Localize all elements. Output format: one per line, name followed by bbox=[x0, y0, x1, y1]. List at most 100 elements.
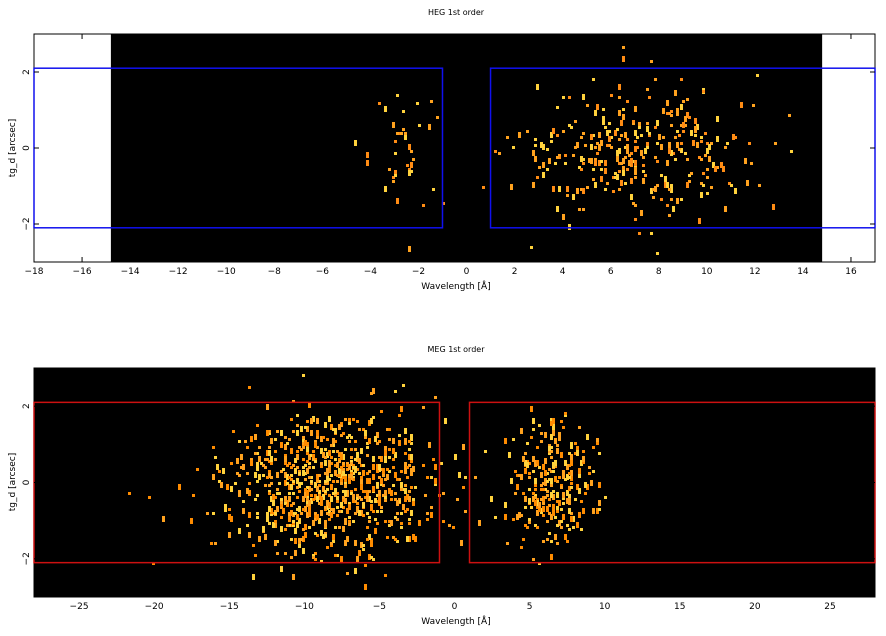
heg-x-tick-label: 12 bbox=[749, 267, 760, 277]
heg-event-pixel bbox=[704, 132, 707, 135]
meg-event-pixel bbox=[296, 424, 299, 427]
meg-event-pixel bbox=[382, 494, 385, 497]
meg-event-pixel bbox=[320, 560, 323, 563]
meg-event-pixel bbox=[356, 494, 359, 497]
heg-event-pixel bbox=[532, 182, 535, 188]
meg-event-pixel bbox=[548, 504, 551, 507]
meg-event-pixel bbox=[354, 500, 357, 503]
meg-event-pixel bbox=[280, 442, 283, 448]
meg-event-pixel bbox=[344, 518, 347, 524]
meg-event-pixel bbox=[268, 506, 271, 512]
heg-event-pixel bbox=[680, 150, 683, 153]
heg-event-pixel bbox=[582, 188, 585, 194]
meg-event-pixel bbox=[298, 506, 301, 512]
heg-event-pixel bbox=[692, 140, 695, 146]
meg-event-pixel bbox=[298, 446, 301, 449]
meg-event-pixel bbox=[332, 534, 335, 540]
meg-event-pixel bbox=[266, 476, 269, 479]
heg-event-pixel bbox=[682, 130, 685, 133]
meg-event-pixel bbox=[252, 544, 255, 547]
meg-event-pixel bbox=[556, 492, 559, 498]
heg-event-pixel bbox=[614, 172, 617, 175]
heg-event-pixel bbox=[398, 132, 401, 135]
meg-event-pixel bbox=[258, 456, 261, 462]
meg-event-pixel bbox=[578, 472, 581, 478]
meg-event-pixel bbox=[288, 438, 291, 441]
meg-event-pixel bbox=[520, 474, 523, 480]
meg-event-pixel bbox=[350, 448, 353, 451]
heg-event-pixel bbox=[700, 140, 703, 143]
meg-event-pixel bbox=[332, 492, 335, 495]
meg-event-pixel bbox=[342, 506, 345, 509]
heg-event-pixel bbox=[548, 158, 551, 164]
meg-event-pixel bbox=[268, 522, 271, 525]
meg-event-pixel bbox=[296, 414, 299, 417]
heg-event-pixel bbox=[550, 132, 553, 138]
meg-event-pixel bbox=[542, 496, 545, 502]
meg-event-pixel bbox=[300, 426, 303, 432]
meg-event-pixel bbox=[296, 454, 299, 460]
heg-event-pixel bbox=[774, 142, 777, 145]
meg-event-pixel bbox=[404, 484, 407, 487]
meg-event-pixel bbox=[378, 456, 381, 459]
meg-event-pixel bbox=[328, 518, 331, 521]
heg-event-pixel bbox=[614, 176, 617, 179]
meg-event-pixel bbox=[316, 436, 319, 439]
meg-event-pixel bbox=[572, 526, 575, 529]
meg-event-pixel bbox=[320, 448, 323, 454]
meg-event-pixel bbox=[554, 460, 557, 466]
heg-event-pixel bbox=[634, 166, 637, 172]
meg-event-pixel bbox=[380, 456, 383, 462]
meg-event-pixel bbox=[408, 464, 411, 467]
meg-event-pixel bbox=[308, 510, 311, 516]
heg-event-pixel bbox=[640, 134, 643, 137]
heg-event-pixel bbox=[636, 136, 639, 139]
meg-event-pixel bbox=[346, 464, 349, 467]
heg-event-pixel bbox=[686, 98, 689, 101]
heg-event-pixel bbox=[622, 166, 625, 169]
meg-event-pixel bbox=[560, 526, 563, 529]
meg-event-pixel bbox=[552, 470, 555, 473]
heg-event-pixel bbox=[622, 56, 625, 62]
meg-event-pixel bbox=[364, 564, 367, 567]
meg-event-pixel bbox=[304, 526, 307, 529]
heg-event-pixel bbox=[678, 134, 681, 137]
meg-event-pixel bbox=[334, 458, 337, 461]
meg-event-pixel bbox=[330, 444, 333, 447]
heg-event-pixel bbox=[638, 232, 641, 235]
meg-event-pixel bbox=[238, 474, 241, 477]
heg-event-pixel bbox=[702, 90, 705, 93]
heg-event-pixel bbox=[596, 104, 599, 110]
meg-event-pixel bbox=[360, 510, 363, 516]
meg-event-pixel bbox=[350, 436, 353, 439]
meg-event-pixel bbox=[516, 514, 519, 520]
heg-event-pixel bbox=[790, 150, 793, 153]
heg-event-pixel bbox=[558, 154, 561, 157]
heg-y-tick-label: 0 bbox=[22, 145, 32, 151]
meg-event-pixel bbox=[342, 496, 345, 499]
meg-event-pixel bbox=[392, 466, 395, 469]
heg-x-tick-label: 4 bbox=[560, 267, 566, 277]
meg-event-pixel bbox=[422, 464, 425, 467]
meg-event-pixel bbox=[216, 464, 219, 470]
heg-event-pixel bbox=[654, 186, 657, 192]
meg-event-pixel bbox=[334, 554, 337, 557]
heg-event-pixel bbox=[366, 160, 369, 166]
heg-event-pixel bbox=[694, 118, 697, 124]
meg-event-pixel bbox=[326, 504, 329, 510]
meg-event-pixel bbox=[348, 516, 351, 519]
heg-event-pixel bbox=[644, 148, 647, 154]
heg-event-pixel bbox=[622, 170, 625, 176]
meg-event-pixel bbox=[564, 478, 567, 481]
meg-event-pixel bbox=[550, 492, 553, 498]
meg-event-pixel bbox=[398, 478, 401, 481]
meg-event-pixel bbox=[258, 474, 261, 480]
meg-event-pixel bbox=[398, 414, 401, 417]
meg-event-pixel bbox=[548, 450, 551, 453]
heg-event-pixel bbox=[656, 184, 659, 187]
meg-event-pixel bbox=[290, 510, 293, 516]
heg-event-pixel bbox=[624, 182, 627, 185]
meg-event-pixel bbox=[552, 490, 555, 493]
meg-event-pixel bbox=[332, 450, 335, 453]
meg-event-pixel bbox=[162, 516, 165, 522]
